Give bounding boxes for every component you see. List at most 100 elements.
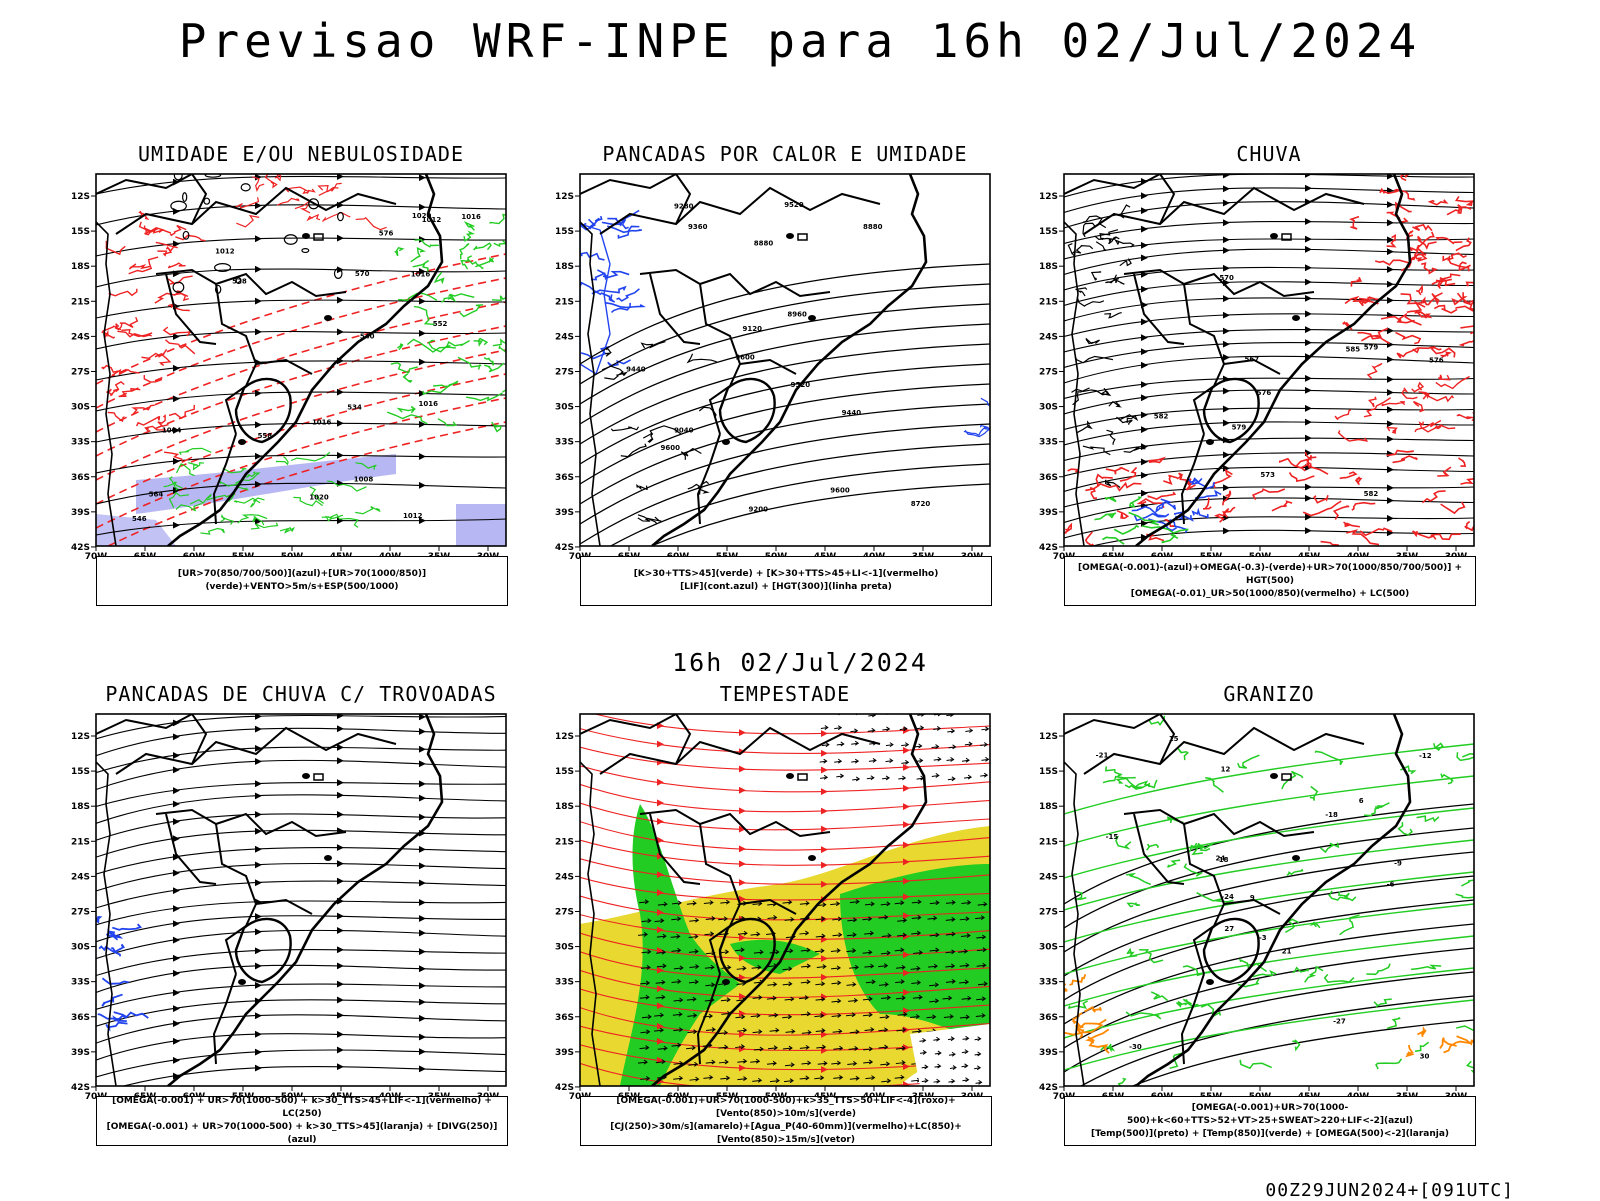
contour-label: 552 [433, 320, 448, 328]
lat-tick-label: 21S [71, 837, 90, 847]
lat-tick-label: 36S [1039, 473, 1058, 483]
run-id-footer: 00Z29JUN2024+[091UTC] [1265, 1180, 1514, 1201]
lat-tick-label: 27S [1039, 367, 1058, 377]
lat-tick-label: 42S [555, 543, 574, 553]
lat-tick-label: 39S [71, 1048, 90, 1058]
contour-label: 546 [132, 515, 147, 523]
panel-legend: [K>30+TTS>45](verde) + [K>30+TTS>45+LI<-… [580, 556, 992, 606]
lat-tick-label: 27S [1039, 907, 1058, 917]
contour-label: 9120 [743, 325, 763, 333]
contour-label: 9520 [784, 201, 804, 209]
lat-tick-label: 18S [555, 262, 574, 272]
contour-label: 573 [1260, 471, 1275, 479]
lat-tick-label: 36S [1039, 1013, 1058, 1023]
legend-line: [OMEGA(-0.001) + UR>70(1000-500) + k>30_… [106, 1122, 498, 1145]
forecast-map: 9600960095209440936092809200912090408960… [555, 173, 991, 562]
lat-tick-label: 24S [1039, 332, 1058, 342]
contour-label: -12 [1419, 752, 1432, 760]
lat-tick-label: 15S [555, 767, 574, 777]
lat-tick-label: 39S [555, 1048, 574, 1058]
contour-label: 18 [1219, 856, 1229, 864]
lat-tick-label: 27S [555, 907, 574, 917]
lat-tick-label: 18S [1039, 802, 1058, 812]
legend-line: [CJ(250)>30m/s](amarelo)+[Agua_P(40-60mm… [610, 1122, 962, 1145]
contour-label: 9040 [674, 426, 694, 434]
legend-line: [Temp(500)](preto) + [Temp(850)](verde) … [1090, 1128, 1450, 1139]
contour-label: 8720 [911, 500, 931, 508]
lat-tick-label: 21S [1039, 297, 1058, 307]
lat-tick-label: 42S [71, 543, 90, 553]
lat-tick-label: 24S [555, 872, 574, 882]
contour-label: 579 [1232, 423, 1247, 431]
contour-label: 9440 [626, 366, 646, 374]
panel-title: CHUVA [1236, 142, 1302, 166]
lat-tick-label: 12S [71, 192, 90, 202]
lat-tick-label: 15S [1039, 227, 1058, 237]
contour-label: 9200 [748, 506, 768, 514]
contour-label: 1016 [411, 271, 431, 279]
contour-label: -3 [1259, 934, 1267, 942]
contour-label: 9600 [661, 444, 681, 452]
contour-label: 576 [379, 229, 394, 237]
contour-label: 576 [1257, 389, 1272, 397]
map-panel-granizo: GRANIZO 6 9 12 15 18 21 24 27 30 -3 -6 -9 -12 -15 -18 -2… [1039, 682, 1574, 1152]
lat-tick-label: 21S [1039, 837, 1058, 847]
legend-line: [LIF](cont.azul) + [HGT(300)](linha pret… [680, 582, 892, 592]
lat-tick-label: 36S [71, 473, 90, 483]
main-title: Previsao WRF-INPE para 16h 02/Jul/2024 [178, 14, 1422, 68]
panel-title: PANCADAS POR CALOR E UMIDADE [602, 142, 968, 166]
lat-tick-label: 24S [71, 872, 90, 882]
contour-label: -15 [1106, 833, 1119, 841]
lat-tick-label: 30S [71, 403, 90, 413]
panel-legend: [OMEGA(-0.001) + UR>70(1000-500) + k>30_… [96, 1096, 508, 1146]
contour-label: 1020 [309, 494, 329, 502]
panel-title: TEMPESTADE [719, 682, 851, 706]
contour-label: 1016 [312, 418, 332, 426]
lat-tick-label: 30S [71, 943, 90, 953]
lat-tick-label: 30S [555, 943, 574, 953]
lat-tick-label: 15S [1039, 767, 1058, 777]
forecast-map: 12S15S18S21S24S27S30S33S36S39S42S70W65W6… [555, 713, 991, 1102]
panel-title: UMIDADE E/OU NEBULOSIDADE [137, 142, 465, 166]
contour-label: 12 [1221, 766, 1231, 774]
lat-tick-label: 33S [555, 978, 574, 988]
contour-label: 15 [1169, 735, 1179, 743]
contour-label: 8880 [863, 223, 883, 231]
contour-label: 576 [1429, 356, 1444, 364]
legend-line: [UR>70(850/700/500)](azul)+[UR>70(1000/8… [177, 569, 427, 592]
lat-tick-label: 42S [71, 1083, 90, 1093]
legend-line: [K>30+TTS>45](verde) + [K>30+TTS>45+LI<-… [633, 569, 939, 579]
legend-line: [OMEGA(-0.001)+UR>70(1000-500)+k<60+TTS>… [1126, 1102, 1414, 1126]
panel-legend: [OMEGA(-0.001)-(azul)+OMEGA(-0.3)-(verde… [1064, 556, 1476, 606]
contour-label: 1016 [418, 400, 438, 408]
lat-tick-label: 33S [1039, 978, 1058, 988]
lat-tick-label: 27S [71, 367, 90, 377]
lat-tick-label: 21S [71, 297, 90, 307]
contour-label: -9 [1394, 859, 1402, 867]
contour-label: 9600 [830, 487, 850, 495]
panel-legend: [UR>70(850/700/500)](azul)+[UR>70(1000/8… [96, 556, 508, 606]
contour-label: 570 [1219, 274, 1234, 282]
lat-tick-label: 36S [71, 1013, 90, 1023]
contour-label: 6 [1359, 797, 1364, 805]
contour-label: -6 [1387, 880, 1395, 888]
forecast-time-label: 16h 02/Jul/2024 [672, 648, 928, 677]
lat-tick-label: 12S [555, 732, 574, 742]
forecast-map: 58558257957657357056758257957612S15S18S2… [1039, 173, 1475, 562]
map-panel-tempestade: TEMPESTADE 12S 15S 18S 21S 24S 27S 30S 33S 36S 39S… [555, 682, 1090, 1152]
lat-tick-label: 42S [1039, 1083, 1058, 1093]
lat-tick-label: 24S [71, 332, 90, 342]
contour-label: 1004 [162, 427, 182, 435]
map-panel-umidade: UMIDADE E/OU NEBULOSIDADE 1012 1012 1016 101… [71, 142, 606, 612]
lat-tick-label: 12S [1039, 732, 1058, 742]
contour-label: 9440 [842, 409, 862, 417]
lat-tick-label: 30S [1039, 943, 1058, 953]
contour-label: 8880 [754, 239, 774, 247]
lat-tick-label: 33S [555, 438, 574, 448]
contour-label: 1016 [461, 213, 481, 221]
panel-title: GRANIZO [1223, 682, 1315, 706]
forecast-map: 1012101210161016101610201020101210081004… [71, 173, 507, 562]
legend-line: [OMEGA(-0.001)+UR>70(1000-500)+k>35_TTS>… [616, 1096, 956, 1119]
legend-line: [OMEGA(-0.001) + UR>70(1000-500) + k>30_… [112, 1096, 492, 1119]
panel-legend: [OMEGA(-0.001)+UR>70(1000-500)+k<60+TTS>… [1064, 1096, 1476, 1146]
